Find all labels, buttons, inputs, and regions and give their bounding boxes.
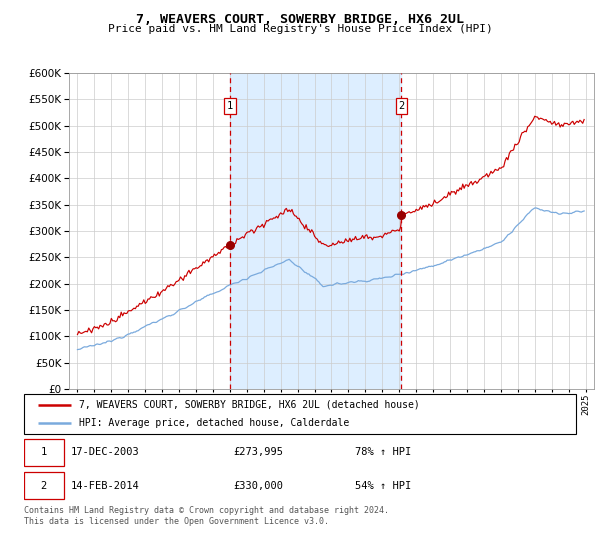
Bar [230, 73, 401, 389]
Text: Price paid vs. HM Land Registry's House Price Index (HPI): Price paid vs. HM Land Registry's House … [107, 24, 493, 34]
Text: HPI: Average price, detached house, Calderdale: HPI: Average price, detached house, Cald… [79, 418, 349, 428]
FancyBboxPatch shape [24, 438, 64, 466]
Text: Contains HM Land Registry data © Crown copyright and database right 2024.
This d: Contains HM Land Registry data © Crown c… [24, 506, 389, 526]
Text: £273,995: £273,995 [234, 447, 284, 458]
Text: 14-FEB-2014: 14-FEB-2014 [71, 480, 140, 491]
Text: 2: 2 [398, 101, 404, 111]
Text: 17-DEC-2003: 17-DEC-2003 [71, 447, 140, 458]
FancyBboxPatch shape [24, 472, 64, 500]
Text: 1: 1 [227, 101, 233, 111]
Text: 7, WEAVERS COURT, SOWERBY BRIDGE, HX6 2UL: 7, WEAVERS COURT, SOWERBY BRIDGE, HX6 2U… [136, 13, 464, 26]
Text: £330,000: £330,000 [234, 480, 284, 491]
Text: 78% ↑ HPI: 78% ↑ HPI [355, 447, 412, 458]
Text: 2: 2 [41, 480, 47, 491]
FancyBboxPatch shape [24, 394, 576, 434]
Text: 7, WEAVERS COURT, SOWERBY BRIDGE, HX6 2UL (detached house): 7, WEAVERS COURT, SOWERBY BRIDGE, HX6 2U… [79, 400, 420, 409]
Text: 54% ↑ HPI: 54% ↑ HPI [355, 480, 412, 491]
Text: 1: 1 [41, 447, 47, 458]
